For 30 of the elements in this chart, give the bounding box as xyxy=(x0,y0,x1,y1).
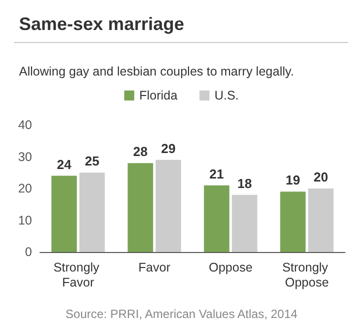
y-tick-label: 20 xyxy=(18,182,32,196)
data-label: 24 xyxy=(56,156,72,172)
data-label: 25 xyxy=(84,154,100,169)
bar xyxy=(308,188,334,252)
data-label: 29 xyxy=(161,140,176,156)
y-tick-label: 0 xyxy=(25,245,32,259)
bar xyxy=(51,176,77,252)
x-tick-label: Strongly Oppose xyxy=(282,260,332,290)
chart-subtitle: Allowing gay and lesbian couples to marry legally. xyxy=(19,64,294,78)
bar xyxy=(232,194,258,252)
bar xyxy=(280,192,306,252)
legend-label: U.S. xyxy=(214,88,239,102)
bar xyxy=(128,163,154,252)
source-note: Source: PRRI, American Values Atlas, 2014 xyxy=(66,307,298,321)
x-tick-label: Oppose xyxy=(208,260,253,274)
x-tick-label: Favor xyxy=(138,260,170,274)
y-tick-label: 40 xyxy=(18,118,32,132)
x-tick-label: Strongly Favor xyxy=(53,260,103,290)
bar xyxy=(156,160,182,252)
y-tick-label: 10 xyxy=(18,213,32,228)
data-label: 19 xyxy=(286,172,300,188)
data-label: 20 xyxy=(314,170,328,184)
chart-title: Same-sex marriage xyxy=(19,14,184,34)
data-label: 28 xyxy=(133,144,148,160)
y-tick-label: 30 xyxy=(18,150,32,164)
legend-label: Florida xyxy=(139,88,178,102)
data-label: 18 xyxy=(237,176,252,191)
bar xyxy=(79,172,105,252)
data-label: 21 xyxy=(209,166,224,182)
bar xyxy=(204,185,230,252)
